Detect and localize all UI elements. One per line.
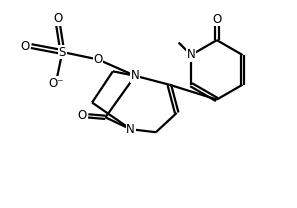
Text: O: O bbox=[53, 12, 63, 25]
Text: N: N bbox=[126, 123, 135, 136]
Text: O: O bbox=[78, 109, 87, 122]
Text: O: O bbox=[93, 53, 103, 66]
Text: O: O bbox=[212, 13, 222, 26]
Text: S: S bbox=[59, 46, 66, 58]
Text: O: O bbox=[20, 40, 29, 53]
Text: N: N bbox=[187, 48, 195, 62]
Text: O⁻: O⁻ bbox=[49, 77, 64, 90]
Text: N: N bbox=[131, 69, 140, 82]
